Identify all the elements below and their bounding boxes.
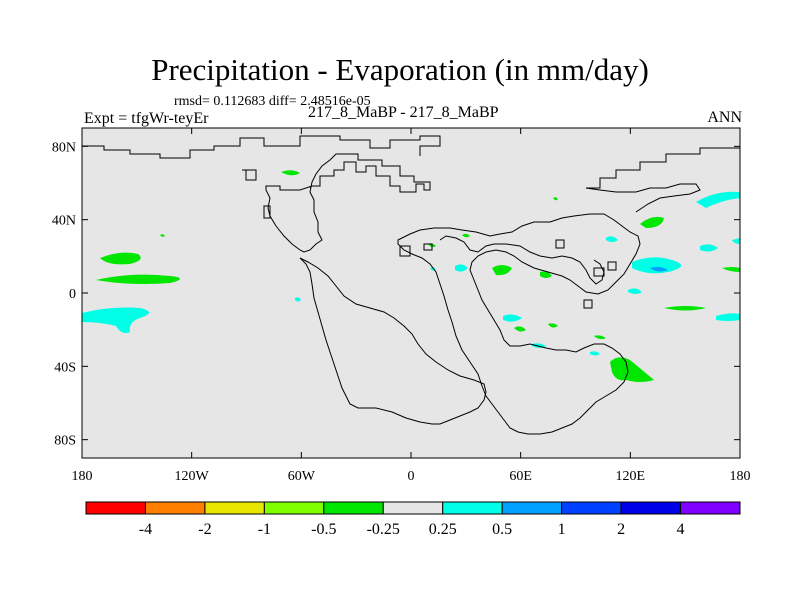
coastline-arctic-north-america: [82, 135, 441, 159]
anomaly-patch: [281, 170, 300, 176]
coastline-eurasia-africa: [397, 213, 641, 435]
colorbar-label: -0.5: [311, 521, 336, 538]
colorbar-swatch: [680, 501, 741, 515]
colorbar-swatch: [620, 501, 682, 515]
anomaly-patch: [100, 252, 141, 265]
colorbar-label: 4: [677, 521, 685, 538]
anomaly-patch: [160, 234, 165, 237]
anomaly-patch: [503, 314, 522, 322]
anomaly-patch: [722, 267, 740, 272]
lon-tick-label: 0: [408, 469, 415, 484]
colorbar-swatch: [382, 501, 444, 515]
plot-title: Precipitation - Evaporation (in mm/day): [151, 52, 649, 87]
lon-tick-label: 180: [730, 469, 751, 484]
anomaly-patch: [492, 265, 512, 276]
anomaly-patch: [82, 307, 149, 334]
map-background: [82, 128, 740, 458]
colorbar-swatch: [561, 501, 622, 515]
colorbar-label: -2: [198, 521, 211, 538]
lon-tick-label: 120W: [175, 469, 210, 484]
lon-tick-label: 60W: [288, 469, 316, 484]
colorbar-label: 2: [617, 521, 625, 538]
anomaly-patch: [96, 274, 180, 284]
anomaly-patch: [716, 313, 740, 321]
stats-text: rmsd= 0.112683 diff= 2.48516e-05: [174, 94, 371, 109]
case-label: 217_8_MaBP - 217_8_MaBP: [308, 104, 499, 121]
colorbar-label: -0.25: [367, 521, 400, 538]
anomaly-patches: [82, 170, 740, 382]
colorbar-label: -1: [258, 521, 271, 538]
lon-tick-label: 60E: [509, 469, 532, 484]
experiment-label: Expt = tfgWr-teyEr: [84, 110, 209, 127]
anomaly-patch: [548, 323, 558, 328]
anomaly-patch: [455, 264, 468, 272]
colorbar: -4 -2 -1 -0.5 -0.25 0.25 0.5 1 2 4: [85, 501, 741, 538]
lon-tick-label: 120E: [616, 469, 646, 484]
anomaly-patch: [610, 357, 654, 382]
coastline-northeast-asia: [585, 147, 740, 213]
anomaly-patch: [462, 233, 470, 238]
anomaly-patch: [514, 326, 526, 332]
lat-tick-label: 40S: [54, 360, 76, 375]
lat-tick-label: 0: [69, 287, 76, 302]
colorbar-swatch: [204, 501, 265, 515]
anomaly-patch: [632, 257, 682, 274]
anomaly-patch: [700, 244, 718, 252]
colorbar-swatch: [144, 501, 206, 515]
anomaly-patch: [295, 297, 301, 302]
anomaly-patch: [553, 197, 558, 201]
colorbar-label: -4: [139, 521, 152, 538]
colorbar-swatch: [323, 501, 384, 515]
coastline-islands: [263, 205, 617, 309]
lon-tick-label: 180: [72, 469, 93, 484]
coastline-americas: [242, 153, 487, 425]
latitude-ticks: 80N 40N 0 40S 80S: [52, 140, 740, 449]
anomaly-patch: [590, 351, 600, 356]
colorbar-label: 1: [558, 521, 566, 538]
lat-tick-label: 80N: [52, 140, 76, 155]
longitude-ticks: 180 120W 60W 0 60E 120E 180: [72, 128, 751, 484]
coastlines: [82, 135, 740, 435]
colorbar-label: 0.5: [492, 521, 512, 538]
colorbar-swatch: [263, 501, 325, 515]
anomaly-patch: [628, 288, 642, 294]
anomaly-patch: [696, 191, 740, 208]
anomaly-patch: [650, 266, 668, 272]
anomaly-patch: [594, 335, 606, 340]
anomaly-patch: [732, 238, 740, 244]
colorbar-swatch: [442, 501, 503, 515]
anomaly-patch: [640, 216, 664, 228]
colorbar-swatch: [85, 501, 146, 515]
anomaly-patch: [606, 236, 618, 242]
anomaly-patch: [540, 271, 552, 278]
colorbar-swatch: [501, 501, 563, 515]
coastline-mediterranean: [439, 235, 605, 285]
lat-tick-label: 40N: [52, 214, 76, 229]
anomaly-patch: [664, 306, 706, 311]
lat-tick-label: 80S: [54, 434, 76, 449]
colorbar-label: 0.25: [429, 521, 457, 538]
season-label: ANN: [707, 109, 742, 126]
